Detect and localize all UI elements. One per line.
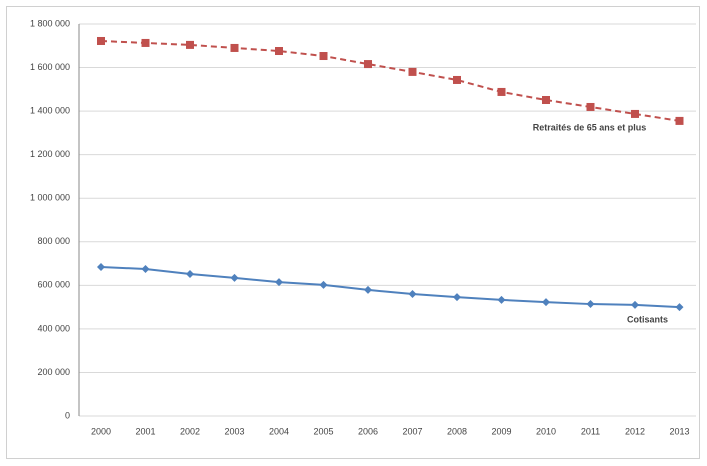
series-line xyxy=(100,266,680,309)
y-tick-label: 400 000 xyxy=(37,323,70,333)
marker xyxy=(408,290,417,299)
marker xyxy=(186,270,194,279)
marker xyxy=(675,116,684,125)
x-tick-label: 2007 xyxy=(402,426,422,436)
x-tick-label: 2006 xyxy=(358,426,378,436)
marker xyxy=(319,280,328,289)
x-tick-label: 2008 xyxy=(447,426,467,436)
y-tick-label: 0 xyxy=(65,410,70,420)
marker xyxy=(364,285,372,294)
y-tick-label: 1 400 000 xyxy=(30,105,70,115)
marker xyxy=(186,40,194,49)
marker xyxy=(631,109,639,118)
x-tick-label: 2003 xyxy=(224,426,244,436)
marker xyxy=(364,60,372,69)
marker xyxy=(230,43,239,52)
marker xyxy=(408,67,417,76)
x-tick-label: 2005 xyxy=(313,426,333,436)
marker xyxy=(631,300,639,309)
marker xyxy=(497,295,506,304)
marker xyxy=(586,102,595,111)
marker xyxy=(275,278,283,287)
y-tick-label: 1 200 000 xyxy=(30,149,70,159)
marker xyxy=(453,293,461,302)
marker xyxy=(542,298,550,307)
marker xyxy=(141,265,150,273)
y-tick-label: 600 000 xyxy=(37,280,70,290)
marker xyxy=(453,75,461,84)
series-line xyxy=(100,39,680,122)
marker xyxy=(97,263,105,272)
x-tick-label: 2002 xyxy=(180,426,200,436)
x-tick-label: 2004 xyxy=(269,426,289,436)
y-tick-label: 800 000 xyxy=(37,236,70,246)
y-tick-label: 200 000 xyxy=(37,367,70,377)
x-tick-label: 2000 xyxy=(91,426,111,436)
series-label: Cotisants xyxy=(627,314,668,324)
chart-frame xyxy=(6,6,700,459)
x-tick-label: 2013 xyxy=(669,426,689,436)
marker xyxy=(542,96,550,105)
y-tick-label: 1 000 000 xyxy=(30,193,70,203)
series-label: Retraités de 65 ans et plus xyxy=(533,122,647,132)
marker xyxy=(497,87,506,96)
x-tick-label: 2012 xyxy=(625,426,645,436)
marker xyxy=(230,273,239,282)
x-tick-label: 2001 xyxy=(135,426,155,436)
marker xyxy=(586,300,595,309)
marker xyxy=(97,36,105,45)
x-tick-label: 2011 xyxy=(581,426,600,436)
x-tick-label: 2009 xyxy=(491,426,511,436)
x-tick-label: 2010 xyxy=(536,426,556,436)
y-tick-label: 1 600 000 xyxy=(30,62,70,72)
y-tick-label: 1 800 000 xyxy=(30,18,70,28)
marker xyxy=(675,303,684,312)
marker xyxy=(319,52,328,61)
marker xyxy=(141,38,150,47)
marker xyxy=(275,47,283,56)
